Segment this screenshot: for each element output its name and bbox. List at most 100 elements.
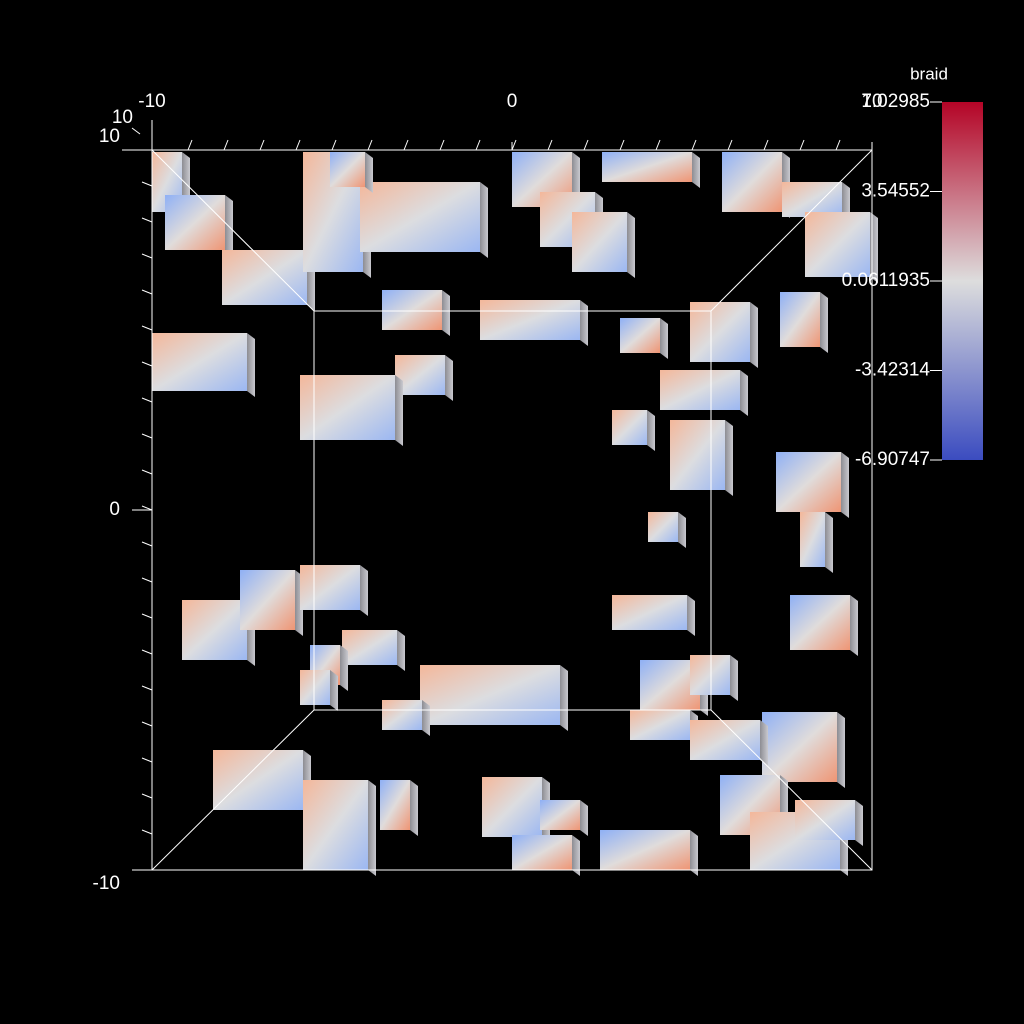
minor-tick <box>141 721 153 727</box>
block-side <box>740 370 748 416</box>
minor-tick <box>141 577 153 583</box>
block <box>660 370 740 410</box>
minor-tick <box>141 757 153 763</box>
block-side <box>750 302 758 368</box>
block-side <box>445 355 453 401</box>
minor-tick <box>583 139 589 151</box>
z-tick <box>131 127 141 135</box>
block-side <box>687 595 695 636</box>
blocks <box>152 152 878 876</box>
minor-tick <box>141 469 153 475</box>
block-side <box>340 645 348 691</box>
minor-tick <box>727 139 733 151</box>
block <box>360 182 480 252</box>
block <box>382 700 422 730</box>
block <box>762 712 837 782</box>
minor-tick <box>187 139 193 151</box>
block-side <box>360 565 368 616</box>
colorbar-tick-label: 3.54552 <box>861 181 930 202</box>
block-side <box>760 720 768 766</box>
minor-tick <box>691 139 697 151</box>
block <box>300 670 330 705</box>
y-tick-label: 0 <box>109 499 120 520</box>
block <box>722 152 782 212</box>
minor-tick <box>141 253 153 259</box>
block-side <box>647 410 655 451</box>
minor-tick <box>655 139 661 151</box>
minor-tick <box>141 217 153 223</box>
minor-tick <box>141 397 153 403</box>
block-side <box>580 800 588 836</box>
block-side <box>442 290 450 336</box>
block <box>303 780 368 870</box>
minor-tick <box>763 139 769 151</box>
block-side <box>368 780 376 876</box>
minor-tick <box>367 139 373 151</box>
block <box>670 420 725 490</box>
minor-tick <box>141 181 153 187</box>
block-side <box>560 665 568 731</box>
minor-tick <box>141 361 153 367</box>
minor-tick <box>475 139 481 151</box>
block <box>342 630 397 665</box>
block <box>240 570 295 630</box>
block-side <box>422 700 430 736</box>
block-side <box>825 512 833 573</box>
block <box>690 655 730 695</box>
block <box>612 595 687 630</box>
minor-tick <box>141 613 153 619</box>
block-side <box>225 195 233 256</box>
block <box>805 212 870 277</box>
block-side <box>850 595 858 656</box>
block-side <box>330 670 338 711</box>
block <box>780 292 820 347</box>
block <box>152 333 247 391</box>
block-side <box>365 152 373 193</box>
block-side <box>820 292 828 353</box>
block-side <box>397 630 405 671</box>
block <box>612 410 647 445</box>
box-edge <box>151 149 315 312</box>
minor-tick <box>403 139 409 151</box>
minor-tick <box>799 139 805 151</box>
block-side <box>690 830 698 876</box>
minor-tick <box>619 139 625 151</box>
minor-tick <box>331 139 337 151</box>
minor-tick <box>141 541 153 547</box>
block <box>648 512 678 542</box>
y-tick-label: -10 <box>93 873 120 894</box>
block <box>690 720 760 760</box>
minor-tick <box>141 433 153 439</box>
block <box>540 800 580 830</box>
block-side <box>395 375 403 446</box>
minor-tick <box>511 139 517 151</box>
block <box>380 780 410 830</box>
minor-tick <box>547 139 553 151</box>
block <box>395 355 445 395</box>
minor-tick <box>141 829 153 835</box>
block-side <box>480 182 488 258</box>
block <box>690 302 750 362</box>
z-tick-label: 10 <box>112 107 133 128</box>
block-side <box>837 712 845 788</box>
x-tick-label: 0 <box>507 91 518 112</box>
minor-tick <box>141 505 153 511</box>
block-side <box>841 452 849 518</box>
minor-tick <box>259 139 265 151</box>
block <box>300 565 360 610</box>
block <box>165 195 225 250</box>
y-tick-label: 10 <box>99 126 120 147</box>
colorbar-tick-label: -3.42314 <box>855 360 930 381</box>
block-side <box>580 300 588 346</box>
block <box>512 835 572 870</box>
colorbar-tick-label: 7.02985 <box>861 91 930 112</box>
block-side <box>678 512 686 548</box>
minor-tick <box>439 139 445 151</box>
block <box>420 665 560 725</box>
colorbar-tick-label: 0.0611935 <box>842 270 930 291</box>
minor-tick <box>835 139 841 151</box>
block <box>795 800 855 840</box>
minor-tick <box>141 325 153 331</box>
block <box>782 182 842 217</box>
